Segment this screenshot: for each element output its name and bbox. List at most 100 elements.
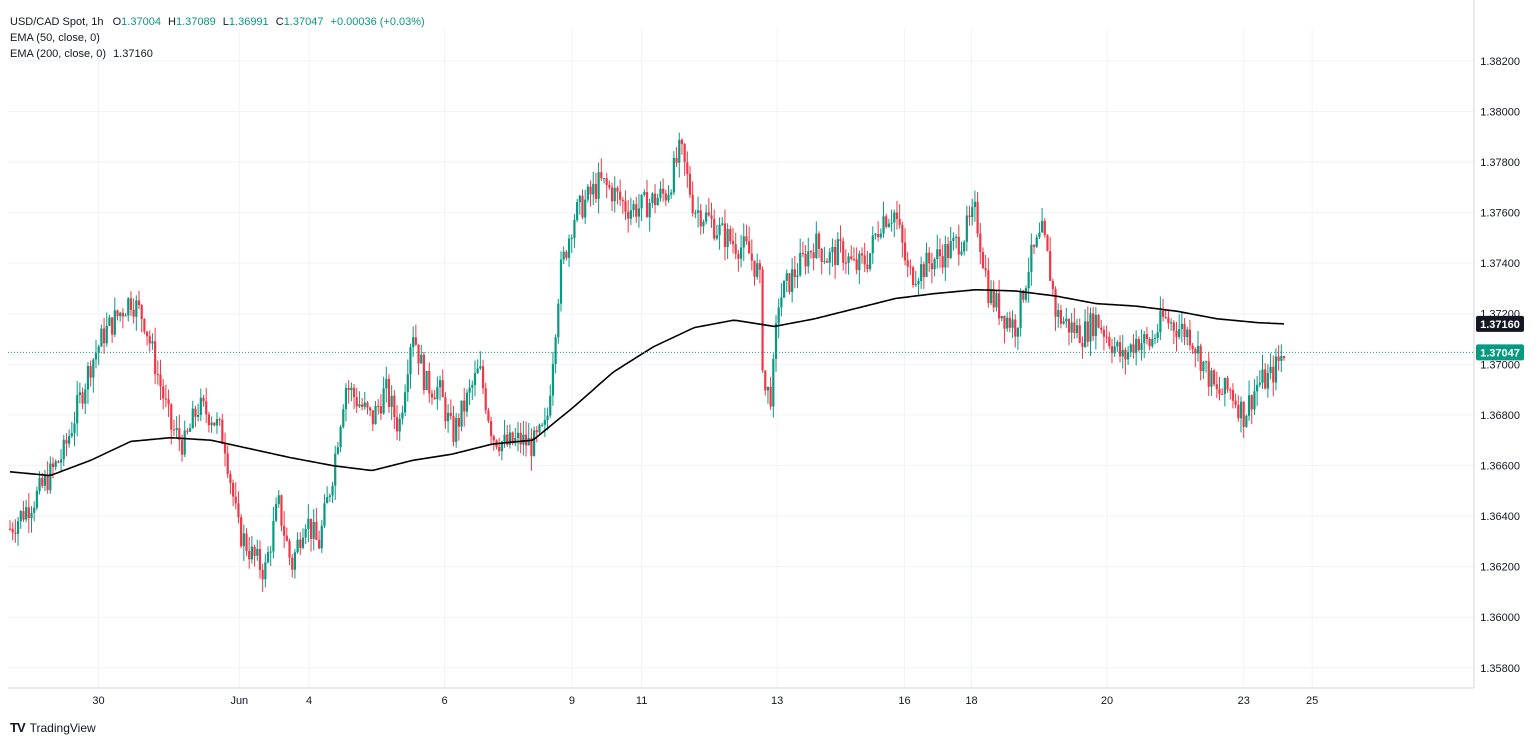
candle-body — [995, 293, 998, 308]
candle-body — [559, 259, 563, 304]
x-tick-label: 23 — [1238, 695, 1250, 707]
candle-body — [377, 405, 380, 407]
candle-body — [97, 346, 100, 353]
candle-body — [1210, 370, 1213, 387]
candle-body — [812, 252, 815, 259]
candle-body — [498, 446, 501, 452]
candle-body — [1237, 404, 1240, 419]
low-label: L — [222, 16, 229, 28]
candle-body — [516, 432, 520, 438]
price-axis[interactable]: 1.35800 1.36000 1.36200 1.36400 1.36600 1.368… — [1473, 0, 1524, 688]
candle-body — [145, 331, 149, 337]
candle-body — [288, 540, 291, 558]
candle-body — [248, 551, 251, 560]
candle-body — [592, 183, 595, 195]
candle-body — [68, 436, 71, 444]
x-tick-label: 9 — [569, 695, 575, 707]
x-tick-label: 4 — [306, 695, 312, 707]
legend-ema200-row[interactable]: EMA (200, close, 0) 1.37160 — [10, 46, 425, 62]
candle-body — [686, 162, 689, 174]
candle-body — [1038, 232, 1041, 238]
candle-body — [369, 407, 372, 411]
candle-body — [162, 386, 165, 399]
candle-body — [1256, 384, 1259, 392]
candle-body — [422, 354, 426, 391]
candle-body — [535, 430, 538, 433]
candle-body — [151, 341, 154, 344]
candle-body — [490, 420, 493, 437]
legend-ema50-row[interactable]: EMA (50, close, 0) — [10, 30, 425, 46]
candle-body — [860, 253, 864, 256]
candle-body — [667, 194, 670, 201]
symbol-title[interactable]: USD/CAD Spot, 1h — [10, 16, 104, 28]
candle-body — [925, 252, 928, 278]
candle-body — [960, 251, 963, 255]
time-axis[interactable]: 30 Jun 4 6 9 11 13 16 18 20 23 25 — [8, 687, 1474, 707]
candle-body — [444, 397, 447, 422]
candle-body — [1167, 317, 1170, 324]
candle-body — [1239, 401, 1243, 419]
tradingview-brand[interactable]: TV TradingView — [10, 720, 96, 735]
candle-body — [946, 244, 950, 258]
candle-body — [250, 546, 253, 560]
candle-body — [355, 397, 358, 407]
candle-body — [231, 482, 235, 497]
candle-body — [137, 300, 141, 306]
candle-body — [417, 344, 420, 364]
candle-body — [973, 201, 977, 208]
candle-body — [887, 223, 890, 227]
candle-body — [699, 210, 702, 227]
candle-body — [84, 389, 87, 404]
candle-body — [976, 201, 979, 234]
candle-body — [1135, 338, 1138, 354]
candle-body — [78, 392, 81, 396]
candle-body — [721, 223, 724, 225]
candle-body — [352, 387, 356, 398]
candle-body — [1213, 370, 1216, 385]
candle-body — [1118, 342, 1122, 357]
candle-body — [202, 397, 205, 402]
candle-body — [903, 242, 907, 261]
candle-body — [731, 241, 735, 245]
candle-body — [1132, 344, 1135, 354]
candle-body — [1221, 394, 1224, 396]
candle-body — [159, 374, 162, 387]
candle-body — [769, 386, 772, 407]
candle-body — [653, 193, 657, 206]
candle-body — [914, 284, 917, 286]
ema-price-tag-bg — [1476, 315, 1524, 332]
candle-body — [315, 521, 318, 540]
candle-body — [619, 191, 622, 200]
candle-body — [1075, 325, 1079, 334]
candle-body — [1065, 318, 1068, 322]
candle-body — [562, 251, 565, 260]
candle-body — [119, 312, 122, 317]
candle-body — [828, 252, 831, 263]
candle-body — [801, 253, 804, 255]
candle-body — [105, 325, 108, 344]
candle-body — [941, 256, 944, 268]
candle-body — [739, 247, 743, 259]
candle-body — [793, 269, 796, 277]
candle-body — [602, 178, 606, 180]
candle-body — [675, 157, 678, 163]
candle-body — [269, 551, 272, 553]
candle-body — [240, 517, 243, 547]
candle-body — [188, 428, 192, 432]
candle-body — [1183, 323, 1186, 338]
candle-body — [1234, 400, 1237, 405]
candle-body — [1073, 322, 1076, 334]
candle-body — [594, 183, 598, 199]
candle-body — [1043, 220, 1046, 236]
candle-body — [1057, 310, 1060, 317]
candle-body — [54, 461, 57, 468]
candle-body — [89, 366, 92, 378]
candle-body — [1277, 356, 1280, 361]
candle-body — [879, 233, 882, 238]
candle-body — [632, 204, 635, 211]
candle-body — [984, 268, 987, 271]
candle-body — [605, 178, 608, 186]
candle-body — [256, 548, 259, 556]
candle-body — [215, 419, 219, 426]
